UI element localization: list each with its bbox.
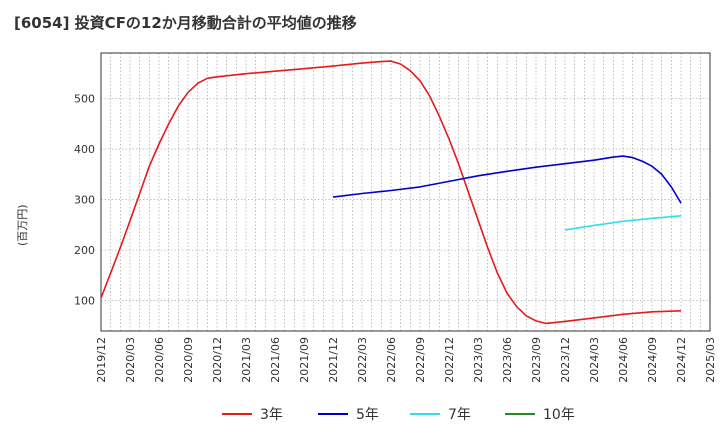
series-line bbox=[564, 215, 682, 231]
x-axis: 2019/12 2020/03 2020/06 2020/09 2020/12 2021/… bbox=[95, 337, 717, 383]
legend-label: 3年 bbox=[260, 407, 283, 423]
x-tick-label: 2023/12 bbox=[559, 337, 572, 383]
series-lines bbox=[100, 60, 682, 325]
series-line bbox=[100, 60, 682, 325]
legend-label: 10年 bbox=[543, 407, 575, 423]
chart-title: [6054] 投資CFの12か月移動合計の平均値の推移 bbox=[14, 14, 357, 32]
x-tick-label: 2020/12 bbox=[211, 337, 224, 383]
x-tick-label: 2023/06 bbox=[501, 337, 514, 383]
plot-area bbox=[100, 52, 711, 332]
y-axis: 100 200 300 400 500 bbox=[74, 92, 95, 307]
x-tick-label: 2024/09 bbox=[646, 337, 659, 383]
x-tick-label: 2020/03 bbox=[124, 337, 137, 383]
x-tick-label: 2021/09 bbox=[298, 337, 311, 383]
y-tick-label: 300 bbox=[74, 194, 95, 207]
series-line bbox=[332, 155, 682, 204]
x-tick-label: 2024/12 bbox=[675, 337, 688, 383]
x-tick-label: 2021/03 bbox=[240, 337, 253, 383]
x-tick-label: 2023/09 bbox=[530, 337, 543, 383]
x-tick-label: 2021/12 bbox=[327, 337, 340, 383]
x-tick-label: 2020/09 bbox=[182, 337, 195, 383]
x-tick-label: 2019/12 bbox=[95, 337, 108, 383]
x-tick-label: 2022/06 bbox=[385, 337, 398, 383]
y-tick-label: 500 bbox=[74, 92, 95, 105]
x-tick-label: 2025/03 bbox=[704, 337, 717, 383]
legend-label: 5年 bbox=[356, 407, 379, 423]
legend-label: 7年 bbox=[448, 407, 471, 423]
x-tick-label: 2022/03 bbox=[356, 337, 369, 383]
x-tick-label: 2022/12 bbox=[443, 337, 456, 383]
x-tick-label: 2023/03 bbox=[472, 337, 485, 383]
y-tick-label: 100 bbox=[74, 295, 95, 308]
x-tick-label: 2022/09 bbox=[414, 337, 427, 383]
x-tick-label: 2024/03 bbox=[588, 337, 601, 383]
legend: 3年 5年 7年 10年 bbox=[222, 407, 575, 423]
grid-lines bbox=[101, 53, 710, 331]
y-tick-label: 400 bbox=[74, 143, 95, 156]
x-tick-label: 2024/06 bbox=[617, 337, 630, 383]
x-tick-label: 2020/06 bbox=[153, 337, 166, 383]
y-tick-label: 200 bbox=[74, 244, 95, 257]
x-tick-label: 2021/06 bbox=[269, 337, 282, 383]
